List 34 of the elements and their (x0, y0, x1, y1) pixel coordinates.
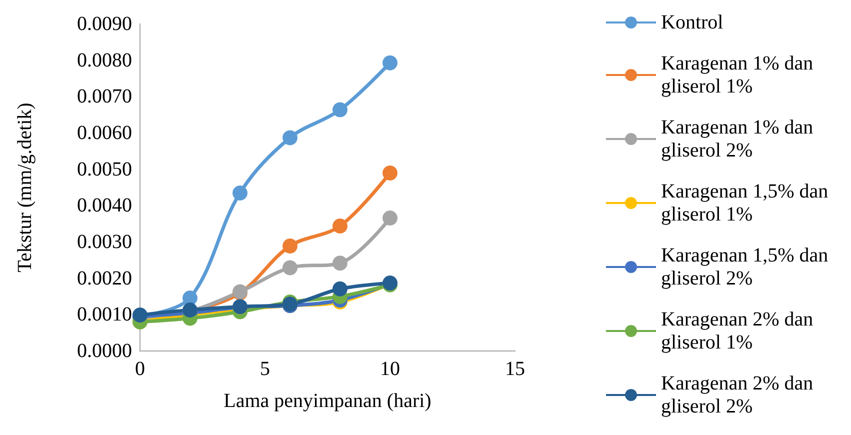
point (282, 260, 298, 276)
point (332, 102, 348, 118)
y-tick-label: 0.0020 (77, 267, 132, 290)
legend-label: Kontrol (661, 12, 724, 34)
y-tick-label: 0.0070 (77, 86, 132, 108)
legend-label: Karagenan 1% dan gliserol 1% (661, 52, 818, 98)
x-tick-label: 0 (135, 358, 145, 380)
y-tick-label: 0.0030 (77, 231, 132, 253)
point (332, 256, 348, 271)
point (382, 165, 398, 180)
point (382, 210, 398, 226)
point (232, 185, 248, 200)
point (332, 218, 348, 234)
point (282, 130, 298, 146)
x-axis-title: Lama penyimpanan (hari) (224, 390, 432, 412)
point (282, 238, 298, 254)
legend-label: Karagenan 1,5% dan gliserol 2% (661, 244, 834, 290)
legend-label: Karagenan 1,5% dan gliserol 1% (661, 180, 834, 226)
x-tick-label: 5 (260, 358, 270, 380)
y-tick-label: 0.0080 (77, 49, 132, 72)
y-tick-label: 0.0040 (77, 194, 132, 217)
y-tick-label: 0.0090 (77, 13, 132, 35)
y-axis-title: Tekstur (mm/g.detik) (14, 102, 36, 272)
legend-label: Karagenan 2% dan gliserol 1% (661, 308, 818, 354)
y-tick-label: 0.0000 (77, 340, 132, 362)
point (332, 281, 348, 296)
y-tick-label: 0.0010 (77, 304, 132, 326)
y-tick-label: 0.0050 (77, 158, 132, 180)
point (382, 55, 398, 70)
x-tick-label: 10 (380, 358, 400, 380)
legend-label: Karagenan 2% dan gliserol 2% (661, 372, 818, 418)
y-tick-label: 0.0060 (77, 122, 132, 144)
x-tick-label: 15 (505, 358, 525, 380)
legend-label: Karagenan 1% dan gliserol 2% (661, 116, 818, 162)
